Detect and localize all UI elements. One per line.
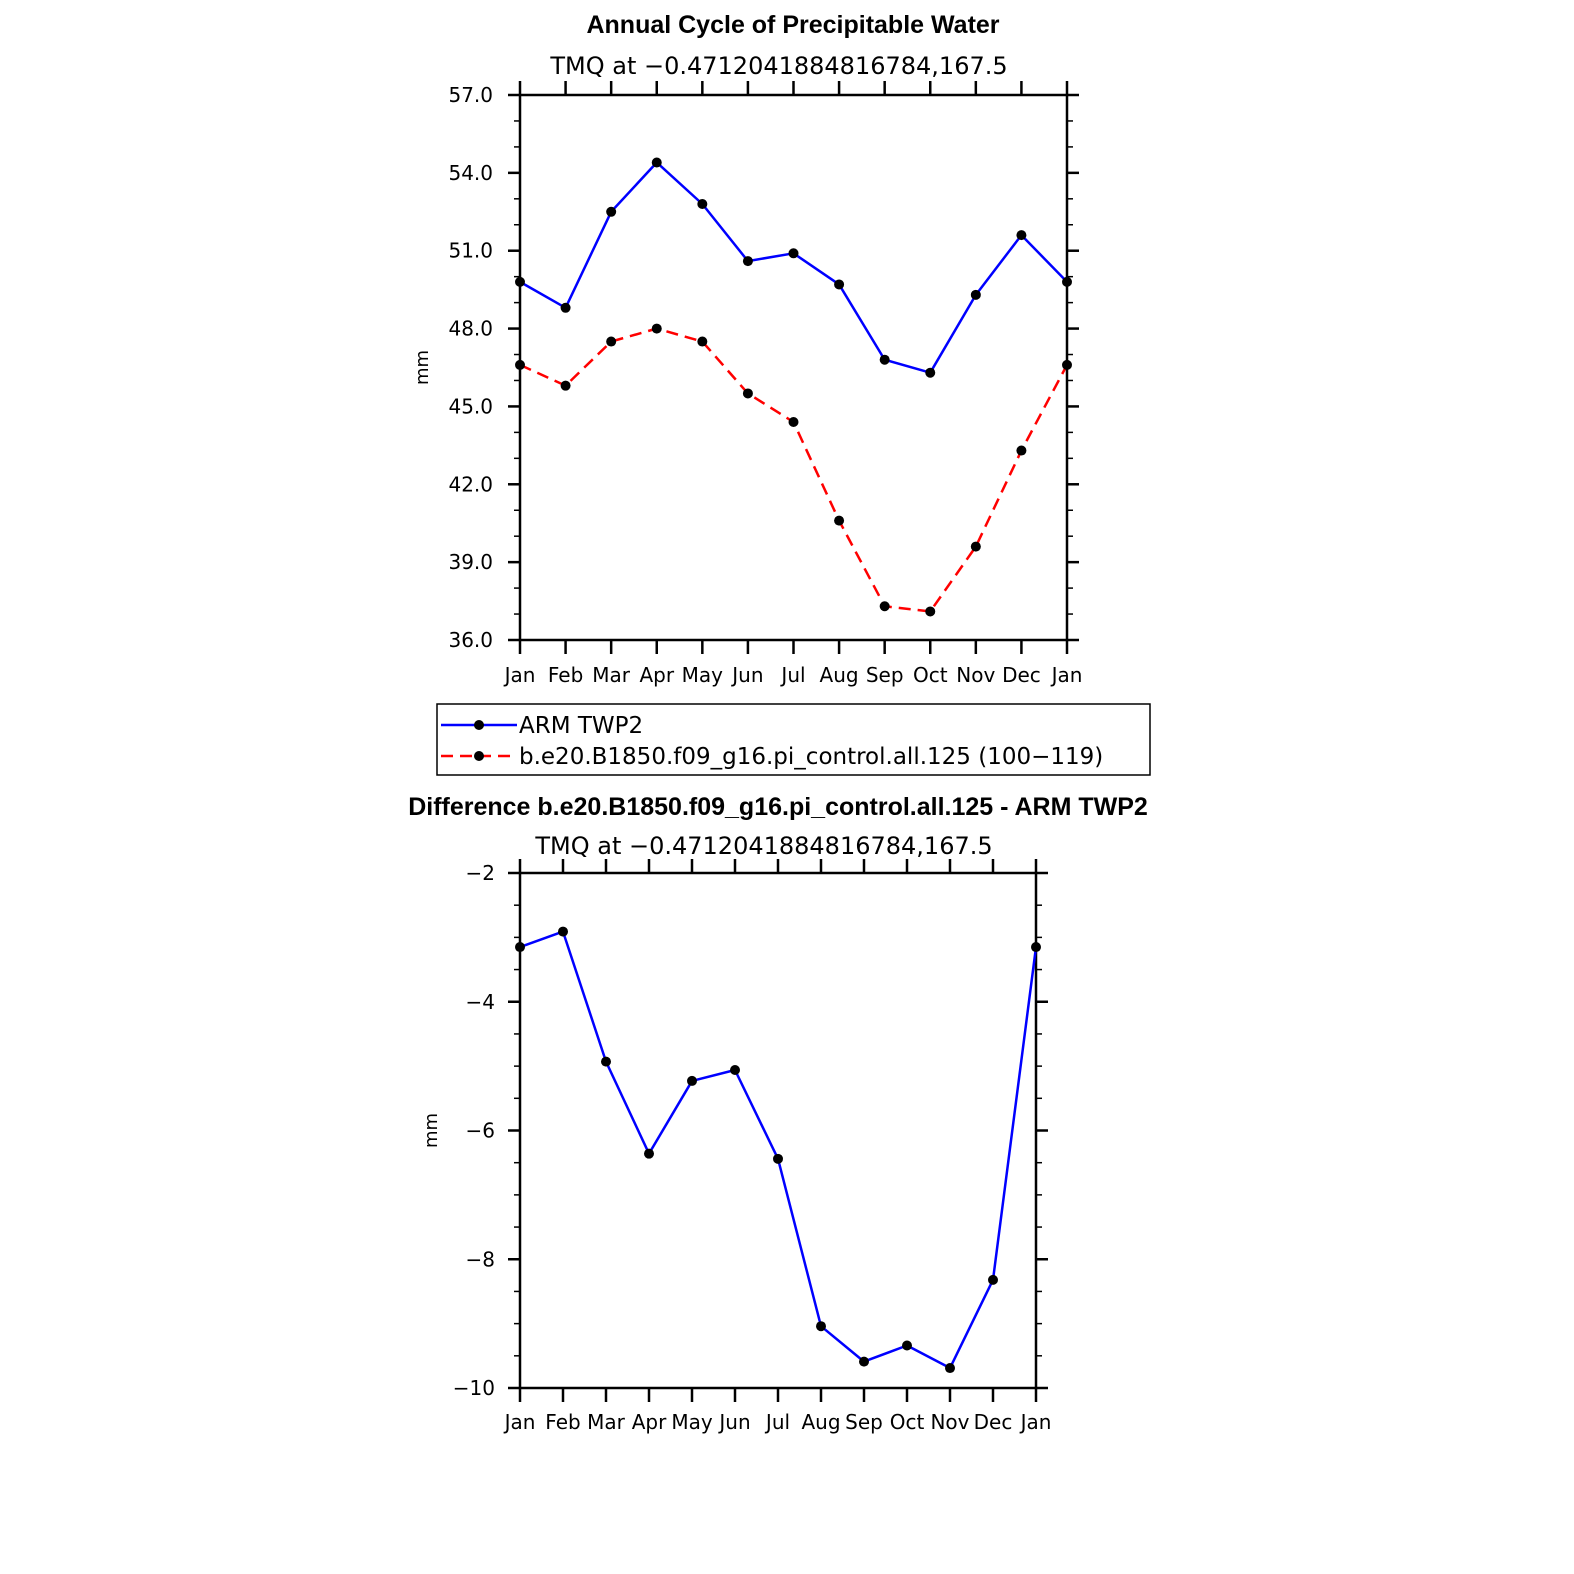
legend-marker [474,720,484,730]
y-tick-label: −2 [466,861,495,885]
data-point [606,206,617,217]
data-point [601,1056,611,1067]
data-point [644,1148,654,1159]
data-point [742,388,753,399]
data-point [773,1153,783,1164]
data-point [560,380,571,391]
series-line-arm-twp2 [519,161,1068,374]
data-point [730,1064,740,1075]
x-tick-label: Apr [632,1410,667,1434]
y-axis-label: mm [421,1113,442,1148]
chart-subtitle: TMQ at −0.4712041884816784,167.5 [549,52,1007,80]
data-point [697,336,708,347]
data-point [925,367,936,378]
data-point [834,515,845,526]
data-point [651,157,662,168]
data-point [1016,230,1027,241]
legend-label: ARM TWP2 [519,713,643,739]
data-point [560,302,571,313]
data-point [515,359,525,370]
chart-title: Annual Cycle of Precipitable Water [586,11,999,39]
annual-cycle-chart: Annual Cycle of Precipitable Water TMQ at… [412,11,1151,776]
data-point [687,1075,697,1086]
x-tick-label: Jan [1019,1410,1052,1434]
data-point [742,256,753,267]
data-point [925,606,936,617]
data-point [788,248,799,259]
y-tick-label: −10 [453,1376,495,1400]
data-point [970,541,981,552]
data-point [879,601,890,612]
data-point [902,1340,912,1351]
x-tick-label: Feb [548,663,583,687]
data-point [1062,276,1072,287]
x-tick-label: May [671,1410,713,1434]
x-tick-label: Apr [639,663,674,687]
data-point [859,1356,869,1367]
data-point [834,279,845,290]
x-tick-label: Jun [717,1410,750,1434]
chart-title: Difference b.e20.B1850.f09_g16.pi_contro… [408,793,1148,821]
series-line-difference [519,930,1038,1370]
data-point [1062,359,1072,370]
y-tick-label: 42.0 [448,472,493,496]
y-tick-label: 39.0 [448,550,493,574]
x-tick-label: Sep [866,663,904,687]
y-tick-label: 54.0 [448,161,493,185]
data-point [697,199,708,209]
x-tick-label: Dec [974,1410,1013,1434]
data-point [606,336,617,347]
x-tick-label: Oct [913,663,948,687]
x-tick-label: Sep [845,1410,883,1434]
data-point [515,942,525,953]
x-tick-label: Jun [730,663,763,687]
data-point [816,1321,826,1332]
y-tick-label: 36.0 [448,628,493,652]
x-tick-label: Jul [779,663,805,687]
y-tick-label: 51.0 [448,239,493,263]
y-axis-label: mm [412,350,433,385]
plot-frame [518,871,1038,1390]
data-point [651,323,662,334]
x-tick-label: Oct [890,1410,925,1434]
difference-chart: Difference b.e20.B1850.f09_g16.pi_contro… [408,793,1148,1434]
y-tick-label: 48.0 [448,317,493,341]
x-tick-label: Nov [956,663,995,687]
x-tick-label: Aug [820,663,859,687]
data-point [988,1274,998,1285]
x-tick-label: Jan [503,1410,536,1434]
data-point [1031,942,1041,953]
legend: ARM TWP2 b.e20.B1850.f09_g16.pi_control.a… [436,703,1151,776]
x-tick-label: Feb [545,1410,580,1434]
data-point [970,289,981,300]
data-point [788,417,799,427]
data-point [945,1363,955,1374]
legend-box [436,703,1151,776]
x-tick-label: May [682,663,724,687]
y-tick-label: 45.0 [448,394,493,418]
legend-label: b.e20.B1850.f09_g16.pi_control.all.125 (… [519,744,1103,770]
plot-frame [518,93,1069,642]
y-tick-label: −8 [466,1247,495,1271]
x-tick-label: Aug [801,1410,840,1434]
x-tick-label: Jan [1050,663,1083,687]
x-tick-label: Mar [592,663,631,687]
series-line-model [519,327,1069,613]
y-tick-label: 57.0 [448,83,493,107]
chart-subtitle: TMQ at −0.4712041884816784,167.5 [534,832,992,860]
legend-marker [474,751,484,761]
x-tick-label: Jul [764,1410,790,1434]
data-point [515,276,525,287]
y-tick-label: −4 [466,990,495,1014]
y-tick-label: −6 [466,1119,495,1143]
data-point [558,926,568,937]
x-tick-label: Mar [587,1410,626,1434]
x-tick-label: Jan [503,663,536,687]
x-tick-label: Dec [1002,663,1041,687]
x-tick-label: Nov [930,1410,969,1434]
data-point [879,354,890,365]
data-point [1016,445,1027,456]
